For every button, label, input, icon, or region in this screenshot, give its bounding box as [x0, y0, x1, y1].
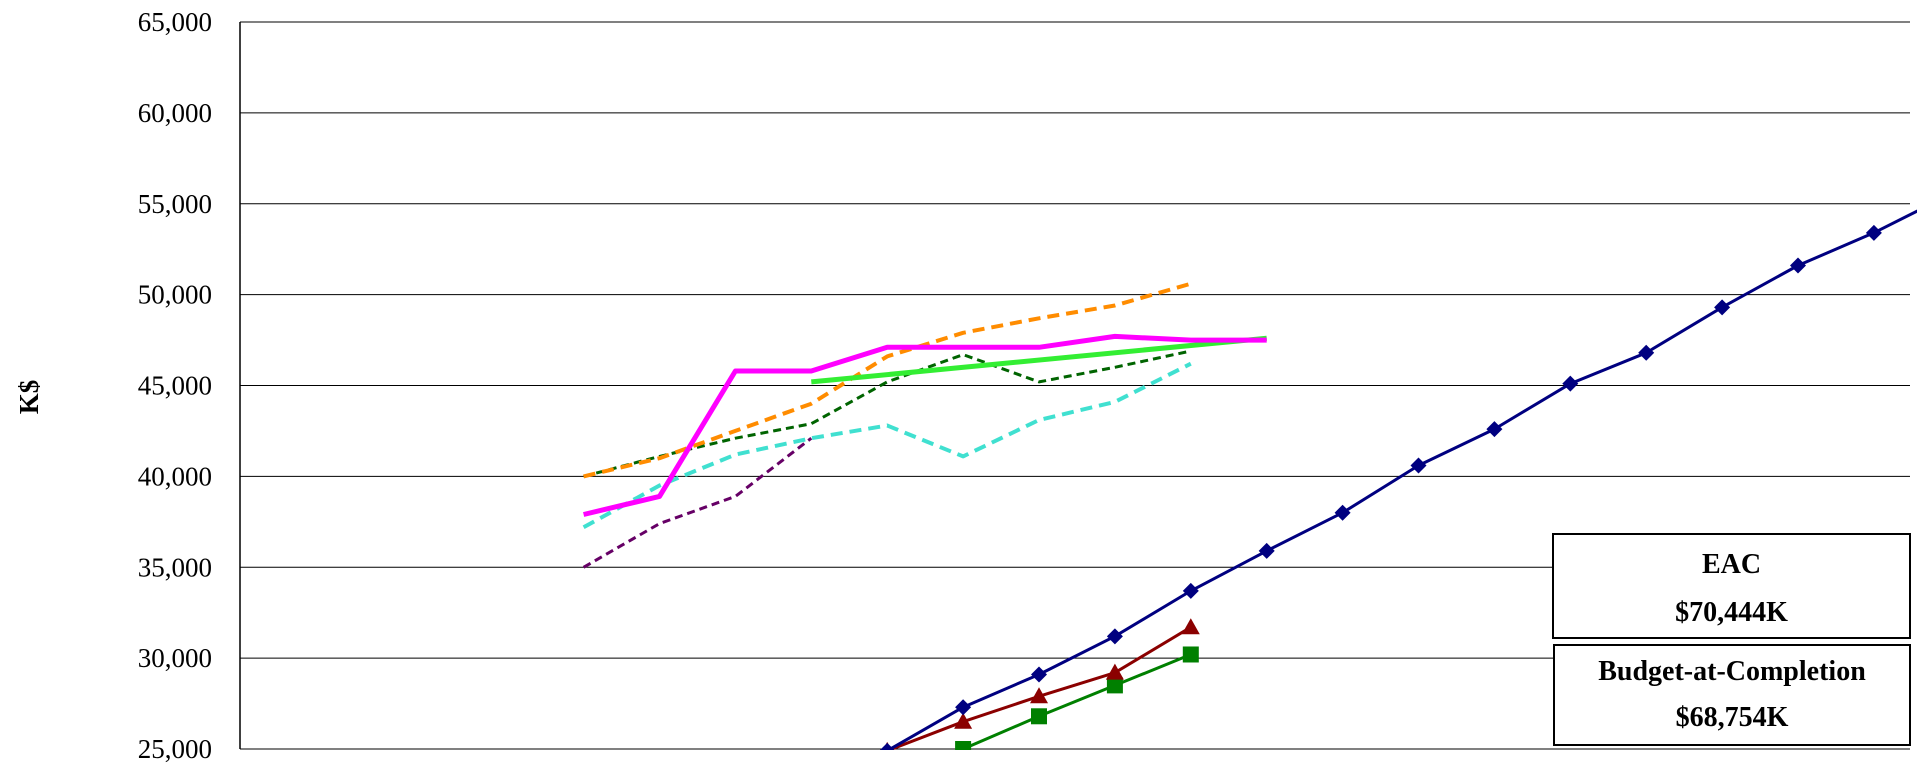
y-tick-label: 55,000	[138, 189, 212, 219]
data-point	[955, 741, 972, 750]
data-point	[1182, 646, 1199, 663]
bac-box: Budget-at-Completion $68,754K	[1553, 644, 1911, 746]
series-line	[962, 653, 1192, 750]
series-9	[582, 437, 813, 569]
series-2	[882, 618, 1200, 750]
series-1	[880, 209, 1917, 750]
data-point	[1334, 504, 1351, 521]
series-line	[583, 281, 1192, 479]
data-point	[1410, 457, 1427, 474]
y-axis-label: K$	[14, 380, 44, 415]
data-point	[1638, 344, 1655, 361]
eac-value: $70,444K	[1675, 597, 1788, 628]
data-point	[1031, 666, 1047, 683]
y-tick-label: 25,000	[138, 734, 212, 763]
bac-value: $68,754K	[1675, 702, 1789, 733]
series-layer	[582, 209, 1917, 750]
series-line	[583, 333, 1267, 517]
eac-title: EAC	[1701, 549, 1762, 580]
data-point	[1030, 687, 1048, 704]
data-point	[1714, 299, 1731, 316]
series-line	[886, 209, 1917, 750]
data-point	[1106, 677, 1123, 694]
data-point	[955, 699, 972, 716]
gridlines	[240, 21, 1910, 750]
y-tick-label: 60,000	[138, 98, 212, 128]
y-tick-label: 40,000	[138, 461, 212, 491]
data-point	[1562, 375, 1579, 392]
series-7	[583, 349, 1192, 478]
data-point	[1258, 542, 1275, 559]
y-tick-label: 45,000	[138, 371, 212, 401]
y-tick-label: 30,000	[138, 643, 212, 673]
y-tick-labels: 25,000 30,000 35,000 40,000 45,000 50,000 55,0…	[138, 7, 212, 763]
data-point	[1790, 257, 1806, 274]
data-point	[1182, 582, 1199, 599]
data-point	[1105, 663, 1124, 680]
series-line	[582, 361, 1192, 530]
series-8	[582, 361, 1192, 530]
data-point	[1031, 708, 1047, 725]
y-tick-label: 65,000	[138, 7, 212, 37]
series-line	[582, 437, 813, 569]
bac-title: Budget-at-Completion	[1598, 656, 1866, 687]
data-point	[1865, 224, 1882, 241]
series-4	[583, 333, 1267, 517]
series-5	[811, 335, 1267, 385]
eac-box: EAC $70,444K	[1552, 533, 1911, 639]
data-point	[880, 742, 895, 750]
y-tick-label: 50,000	[138, 280, 212, 310]
y-tick-label: 35,000	[138, 552, 212, 582]
series-line	[811, 335, 1267, 385]
data-point	[954, 712, 973, 729]
data-point	[1106, 628, 1123, 645]
series-6	[583, 281, 1192, 479]
series-line	[583, 349, 1192, 478]
series-3	[955, 646, 1199, 750]
data-point	[1486, 421, 1503, 438]
data-point	[1181, 618, 1200, 635]
